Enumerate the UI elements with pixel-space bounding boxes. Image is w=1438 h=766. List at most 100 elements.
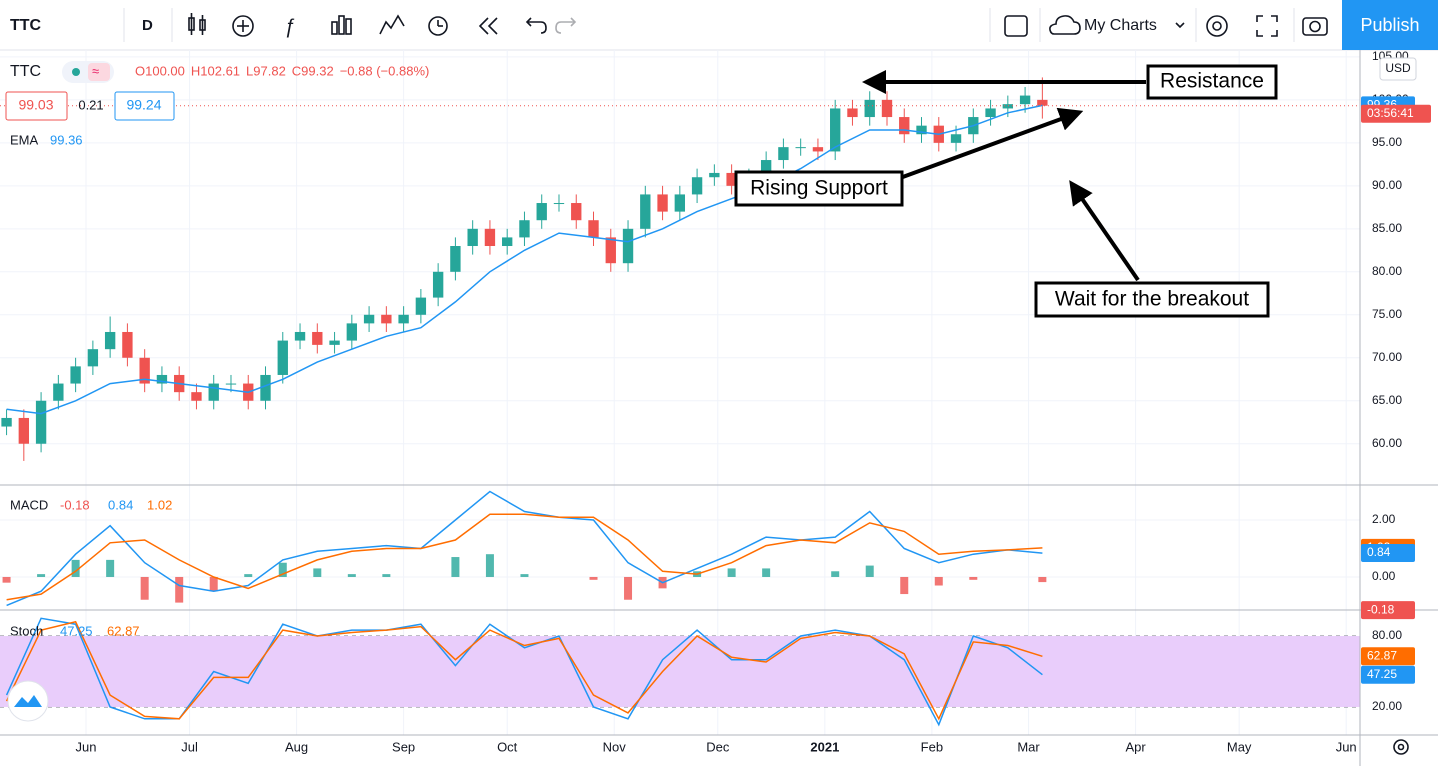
annotation-resistance: Resistance <box>1160 70 1264 93</box>
candle-body <box>329 340 340 345</box>
candle-body <box>881 99 893 118</box>
candle-body <box>899 117 910 135</box>
x-tick-label: Apr <box>1125 739 1146 754</box>
histogram-bar <box>762 568 771 577</box>
stoch-badge-label: 62.87 <box>1367 648 1397 662</box>
histogram-bar <box>485 554 494 577</box>
candle-body <box>450 246 461 272</box>
candle-body <box>381 314 392 324</box>
histogram-bar <box>1038 576 1047 583</box>
candle-body <box>35 400 47 444</box>
logo <box>14 695 42 707</box>
histogram-bar <box>347 574 356 577</box>
undo-icon[interactable] <box>525 17 547 34</box>
candles-icon[interactable] <box>188 13 206 35</box>
candle-body <box>398 314 409 324</box>
y-tick-label: 0.00 <box>1372 569 1396 583</box>
interval-button[interactable]: D <box>142 17 153 34</box>
histogram-bar <box>37 574 46 577</box>
ask-price[interactable]: 99.24 <box>126 97 161 113</box>
grid <box>0 50 1360 735</box>
histogram-bar <box>589 576 598 580</box>
candle-body <box>312 331 323 345</box>
stoch-badge <box>1361 665 1415 684</box>
currency-box[interactable] <box>1379 57 1417 81</box>
histogram-bar <box>934 576 943 586</box>
histogram-bar <box>313 568 322 577</box>
my-charts-button[interactable]: My Charts <box>1084 17 1157 34</box>
x-tick-label: Jun <box>1336 739 1357 754</box>
histogram-bar <box>900 576 909 595</box>
bid-price[interactable]: 99.03 <box>18 97 53 113</box>
candle-body <box>985 108 996 118</box>
candle-body <box>225 383 237 385</box>
alert-icon[interactable] <box>428 16 448 36</box>
macd-legend-macd: 0.84 <box>108 497 133 512</box>
y-tick-label: 80.00 <box>1372 628 1402 642</box>
macd-legend-name: MACD <box>10 497 48 512</box>
add-icon[interactable] <box>232 15 254 37</box>
ohlc-value: O100.00 <box>135 63 185 78</box>
replay-icon[interactable] <box>478 17 498 35</box>
x-tick-label: Dec <box>706 739 730 754</box>
candle-body <box>657 194 668 212</box>
axes: Jun Jul Aug Sep Oct Nov Dec 2021 Feb Mar Apr May Jun… <box>75 49 1431 754</box>
histogram-bar <box>2 576 11 583</box>
macd-badge <box>1361 544 1415 563</box>
candle-body <box>536 203 547 221</box>
currency[interactable]: USD <box>1385 61 1411 75</box>
candle-body <box>795 147 806 149</box>
candle-body <box>830 108 841 152</box>
indicators-icon[interactable]: ƒ <box>284 15 295 37</box>
histogram-bar <box>624 576 633 600</box>
publish-label[interactable]: Publish <box>1360 15 1419 35</box>
dropdown-icon[interactable] <box>1175 22 1185 29</box>
macd-badge-label: 0.84 <box>1367 545 1391 559</box>
candle-body <box>674 194 686 212</box>
settings-icon[interactable] <box>1206 15 1228 37</box>
macd-line <box>6 490 1043 607</box>
stoch-legend-k: 47.25 <box>60 623 93 638</box>
symbol-button[interactable]: TTC <box>10 17 42 34</box>
candle-body <box>1019 95 1031 105</box>
candle-body <box>467 228 478 247</box>
candle-body <box>760 160 772 178</box>
stoch-badge-label: 47.25 <box>1367 667 1397 681</box>
histogram-bar <box>520 574 529 577</box>
scale-settings-icon[interactable] <box>1393 739 1409 755</box>
stoch-legend-name: Stoch <box>10 623 43 638</box>
breakout-arrow <box>1069 180 1140 282</box>
legend-symbol: TTC <box>10 63 41 80</box>
ask-box[interactable] <box>114 91 175 121</box>
publish-button[interactable] <box>1342 0 1438 50</box>
logo-badge[interactable] <box>7 680 49 722</box>
x-tick-label: 2021 <box>810 739 839 754</box>
fullscreen-icon[interactable] <box>1256 15 1278 37</box>
y-tick-label: 65.00 <box>1372 393 1402 407</box>
ohlc-value: H102.61 <box>191 63 240 78</box>
histogram-bar <box>382 574 391 577</box>
ema-line <box>6 104 1043 415</box>
y-tick-label: 80.00 <box>1372 264 1402 278</box>
candle-body <box>1 417 12 427</box>
y-tick-label: 75.00 <box>1372 307 1402 321</box>
bid-box[interactable] <box>5 91 68 121</box>
templates-icon[interactable] <box>331 15 352 35</box>
redo-icon[interactable] <box>555 17 577 34</box>
candle-body <box>346 323 358 341</box>
y-tick-label: 85.00 <box>1372 221 1402 235</box>
x-tick-label: Aug <box>285 739 308 754</box>
histogram-bar <box>244 574 253 577</box>
layout-icon[interactable] <box>1004 15 1028 37</box>
x-tick-label: Jul <box>181 739 198 754</box>
compare-icon[interactable] <box>379 14 405 35</box>
snapshot-icon[interactable] <box>1302 17 1328 36</box>
ema-legend-name: EMA <box>10 132 39 147</box>
candle-body <box>519 220 530 238</box>
candle-body <box>1002 104 1014 109</box>
y-tick-label: 60.00 <box>1372 436 1402 450</box>
stoch-band <box>0 636 1360 707</box>
y-tick-label: 20.00 <box>1372 699 1402 713</box>
